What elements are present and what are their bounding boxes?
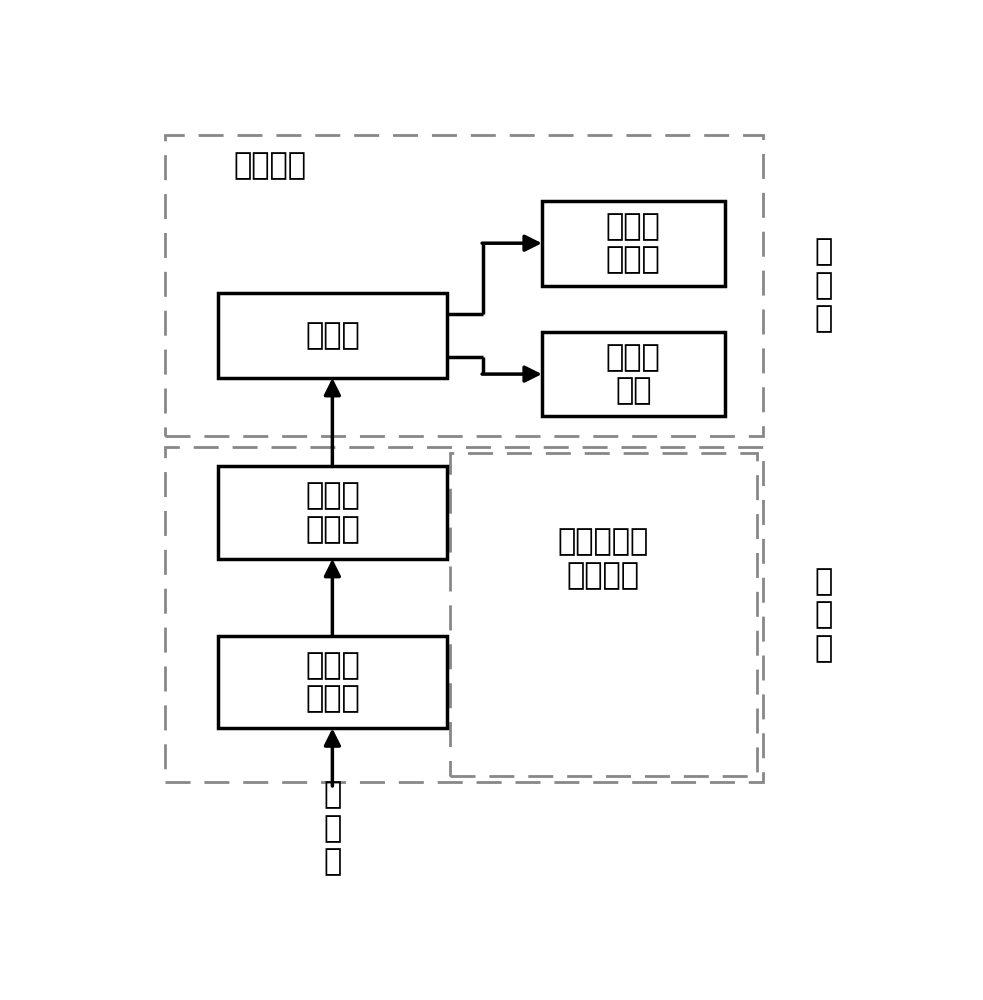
Text: 图形化
显示: 图形化 显示	[606, 343, 661, 405]
FancyBboxPatch shape	[542, 201, 724, 286]
Text: 以太网通讯
接口程序: 以太网通讯 接口程序	[557, 528, 649, 590]
Text: 应
用
层: 应 用 层	[815, 237, 833, 334]
Text: 数据格
式转换: 数据格 式转换	[305, 481, 360, 544]
Text: 温度数
据提取: 温度数 据提取	[305, 651, 360, 713]
Text: 数据库: 数据库	[305, 321, 360, 350]
Text: 数
据
帧: 数 据 帧	[323, 780, 341, 876]
FancyBboxPatch shape	[218, 466, 446, 559]
FancyBboxPatch shape	[218, 293, 446, 378]
Text: 组态软件: 组态软件	[233, 151, 307, 180]
Text: 传
输
层: 传 输 层	[815, 567, 833, 663]
FancyBboxPatch shape	[542, 332, 724, 416]
Text: 历史数
据保存: 历史数 据保存	[606, 212, 661, 274]
FancyBboxPatch shape	[218, 636, 446, 728]
